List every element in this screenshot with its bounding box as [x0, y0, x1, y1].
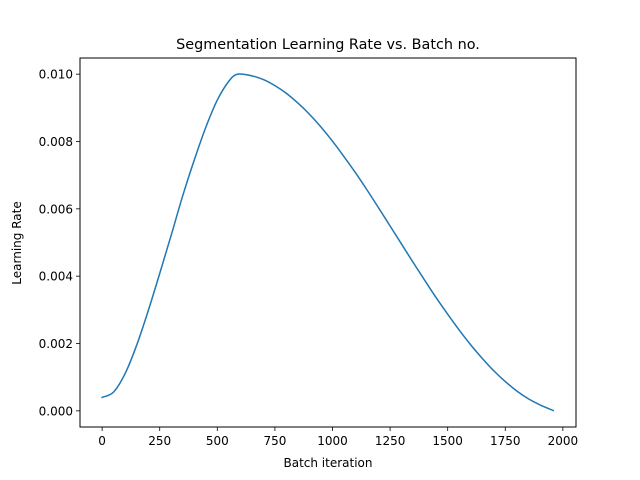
- y-axis-label: Learning Rate: [10, 201, 24, 284]
- x-axis-label: Batch iteration: [283, 456, 372, 470]
- x-tick-label: 1000: [317, 434, 348, 448]
- x-tick-label: 1750: [490, 434, 521, 448]
- plot-frame: [79, 57, 577, 428]
- y-axis: 0.000 0.002 0.004 0.006 0.008 0.010: [39, 68, 80, 418]
- y-tick-label: 0.000: [39, 404, 73, 418]
- series-line-0: [101, 73, 555, 412]
- x-tick-label: 1500: [432, 434, 463, 448]
- x-tick-label: 2000: [548, 434, 579, 448]
- y-tick-label: 0.010: [39, 68, 73, 82]
- y-tick-label: 0.004: [39, 270, 73, 284]
- x-axis: 0 250 500 750 1000 1250 1500 1750 2000: [98, 427, 578, 448]
- x-tick-label: 250: [148, 434, 171, 448]
- y-tick-label: 0.002: [39, 337, 73, 351]
- chart-title: Segmentation Learning Rate vs. Batch no.: [176, 37, 480, 53]
- x-tick-label: 1250: [375, 434, 406, 448]
- plot-area: [101, 73, 555, 412]
- x-tick-label: 0: [98, 434, 106, 448]
- x-tick-label: 500: [206, 434, 229, 448]
- y-tick-label: 0.006: [39, 202, 73, 216]
- y-tick-label: 0.008: [39, 135, 73, 149]
- x-tick-label: 750: [263, 434, 286, 448]
